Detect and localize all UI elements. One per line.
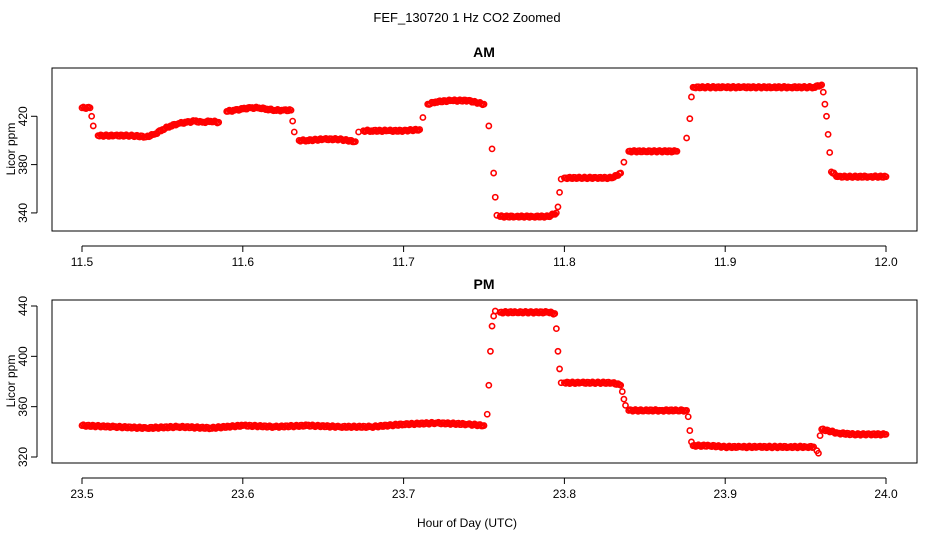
data-point [816, 432, 824, 440]
data-point [882, 173, 890, 181]
data-point [490, 169, 498, 177]
y-tick-label: 320 [16, 447, 30, 467]
data-point [684, 413, 692, 421]
x-tick-label: 23.9 [714, 487, 738, 501]
data-point [480, 422, 488, 429]
data-point [622, 402, 629, 409]
data-point [824, 130, 832, 138]
data-point [617, 381, 625, 389]
data-point [823, 112, 830, 120]
series-points-pm [78, 307, 890, 457]
x-tick-label: 11.6 [232, 255, 255, 269]
data-point [556, 365, 563, 373]
data-point [287, 106, 295, 114]
data-point [289, 117, 297, 125]
data-point [556, 188, 563, 196]
x-axis-pm: 23.5 23.6 23.7 23.8 23.9 24.0 [70, 477, 898, 501]
data-point [826, 149, 834, 156]
data-point [819, 88, 827, 96]
data-point [810, 443, 818, 451]
y-tick-label: 420 [16, 106, 30, 126]
x-tick-label: 23.6 [231, 487, 255, 501]
data-point [673, 147, 681, 155]
data-point [419, 114, 427, 121]
data-point [882, 430, 890, 438]
data-point [683, 407, 691, 414]
y-axis-label-pm: Licor ppm [4, 355, 18, 408]
data-point [480, 100, 488, 108]
series-points-am [78, 81, 890, 221]
data-point [416, 126, 424, 133]
plot-frame-am [51, 67, 918, 232]
x-tick-label: 11.9 [714, 255, 737, 269]
figure-title: FEF_130720 1 Hz CO2 Zoomed [373, 10, 560, 25]
data-point [487, 347, 494, 355]
data-point [551, 210, 559, 218]
y-tick-label: 400 [16, 346, 30, 366]
y-axis-am: 340 380 420 [16, 106, 38, 223]
chart-title-pm: PM [474, 276, 495, 292]
data-point [215, 118, 223, 126]
x-tick-label: 12.0 [874, 255, 898, 269]
data-point [618, 388, 626, 395]
data-point [815, 449, 822, 457]
data-point [686, 427, 694, 434]
x-axis-label: Hour of Day (UTC) [417, 516, 517, 530]
chart-am: AM Licor ppm 11.5 11.6 11.7 11.8 11.9 12.0 34… [4, 44, 918, 269]
y-axis-pm: 320 360 400 440 [16, 296, 38, 467]
data-point [554, 347, 562, 355]
data-point [821, 100, 829, 108]
data-point [617, 169, 625, 177]
data-point [485, 122, 493, 130]
data-point [818, 81, 826, 89]
data-point [686, 115, 694, 123]
y-axis-label-am: Licor ppm [4, 123, 18, 176]
data-point [89, 122, 97, 130]
y-tick-label: 380 [16, 154, 30, 174]
x-tick-label: 23.7 [392, 487, 416, 501]
data-point [88, 112, 96, 120]
x-tick-label: 11.7 [392, 255, 415, 269]
x-tick-label: 23.5 [70, 487, 94, 501]
y-tick-label: 340 [16, 203, 30, 223]
x-tick-label: 23.8 [553, 487, 577, 501]
data-point [485, 381, 493, 389]
data-point [351, 138, 359, 146]
x-axis-am: 11.5 11.6 11.7 11.8 11.9 12.0 [71, 245, 898, 269]
x-tick-label: 11.8 [553, 255, 576, 269]
chart-pm: PM Licor ppm 23.5 23.6 23.7 23.8 23.9 24.0 32… [4, 276, 918, 501]
data-point [483, 410, 491, 418]
data-point [491, 193, 499, 201]
y-tick-label: 440 [16, 296, 30, 316]
data-point [620, 158, 628, 166]
data-point [620, 395, 628, 403]
data-point [488, 322, 496, 330]
data-point [552, 325, 560, 333]
data-point [488, 145, 496, 153]
data-point [688, 93, 695, 101]
data-point [552, 209, 560, 217]
plot-frame-pm [51, 299, 918, 464]
data-point [290, 128, 298, 136]
data-point [86, 104, 94, 112]
data-point [551, 310, 559, 317]
y-tick-label: 360 [16, 396, 30, 416]
data-point [683, 134, 691, 142]
x-tick-label: 11.5 [71, 255, 94, 269]
x-tick-label: 24.0 [874, 487, 898, 501]
chart-title-am: AM [473, 44, 495, 60]
data-point [554, 203, 562, 211]
